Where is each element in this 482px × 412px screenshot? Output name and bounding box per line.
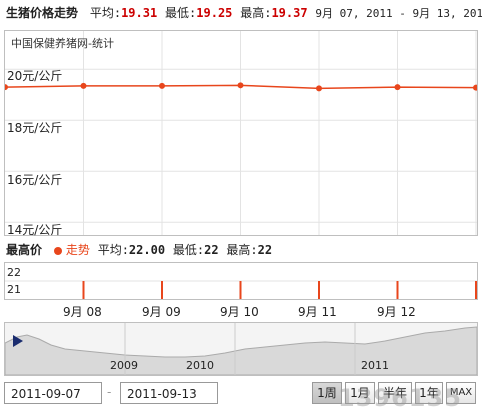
volume-max-value: 22 — [257, 243, 273, 257]
max-price-bar — [239, 281, 242, 299]
x-tick-label: 9月 10 — [220, 305, 259, 319]
max-price-bar — [82, 281, 85, 299]
y-tick-label: 20元/公斤 — [7, 69, 63, 83]
site-watermark: 1396135 — [338, 384, 462, 412]
range-button-1month[interactable]: 1月 — [345, 382, 375, 404]
volume-header: 最高价 走势 平均:22.00 最低:22 最高:22 — [6, 241, 272, 258]
y-tick-label: 18元/公斤 — [7, 121, 63, 135]
price-chart: 中国保健养猪网-统计 20元/公斤 18元/公斤 16元/公斤 14元/公斤 — [4, 30, 478, 237]
y-tick-label: 16元/公斤 — [7, 173, 63, 187]
date-range: 9月 07, 2011 - 9月 13, 2011 — [315, 7, 482, 20]
x-tick-label: 9月 09 — [142, 305, 181, 319]
navigator-year: 2009 — [110, 359, 138, 372]
range-button-1year[interactable]: 1年 — [415, 382, 443, 404]
min-label: 最低: — [165, 6, 197, 20]
price-point[interactable] — [5, 84, 8, 91]
range-button-1week[interactable]: 1周 — [312, 382, 342, 404]
navigator-year: 2010 — [186, 359, 214, 372]
price-point[interactable] — [394, 84, 401, 91]
max-price-bar — [475, 281, 477, 299]
range-button-halfyear[interactable]: 半年 — [378, 382, 412, 404]
x-tick-label: 9月 12 — [377, 305, 416, 319]
max-price-bar — [318, 281, 320, 299]
price-point[interactable] — [80, 82, 87, 89]
chart-title: 生猪价格走势 — [6, 6, 79, 20]
volume-max-label: 最高: — [226, 243, 258, 257]
volume-min-value: 22 — [204, 243, 219, 257]
navigator-svg — [5, 323, 477, 375]
max-label: 最高: — [240, 6, 272, 20]
range-button-max[interactable]: MAX — [446, 382, 476, 404]
volume-title: 最高价 — [6, 243, 43, 257]
navigator-year: 2011 — [361, 359, 389, 372]
max-price-chart-svg — [5, 280, 477, 299]
volume-y-label: 22 — [7, 266, 21, 279]
chart-header: 生猪价格走势 平均:19.31 最低:19.25 最高:19.37 9月 07,… — [6, 4, 482, 26]
x-tick-label: 9月 11 — [298, 305, 337, 319]
max-price-bar — [161, 281, 163, 299]
volume-y-label: 21 — [7, 283, 21, 296]
navigator-handle-icon[interactable] — [13, 335, 23, 347]
max-price-bar — [396, 281, 399, 299]
range-navigator[interactable]: 2009 2010 2011 — [4, 322, 478, 376]
avg-value: 19.31 — [121, 6, 158, 20]
date-separator: - — [107, 385, 112, 399]
end-date-input[interactable]: 2011-09-13 — [120, 382, 218, 404]
volume-avg-label: 平均: — [97, 243, 129, 257]
price-chart-svg — [5, 31, 477, 235]
price-point[interactable] — [237, 82, 244, 89]
price-point[interactable] — [159, 82, 165, 89]
avg-label: 平均: — [89, 6, 122, 20]
legend-dot-icon — [53, 246, 62, 255]
max-price-chart: 22 21 — [4, 262, 478, 300]
chart-source: 中国保健养猪网-统计 — [11, 37, 114, 50]
start-date-input[interactable]: 2011-09-07 — [4, 382, 102, 404]
price-point[interactable] — [473, 84, 477, 91]
y-tick-label: 14元/公斤 — [7, 223, 63, 237]
max-value: 19.37 — [271, 6, 308, 20]
volume-avg-value: 22.00 — [128, 243, 166, 257]
x-tick-label: 9月 08 — [63, 305, 102, 319]
min-value: 19.25 — [196, 6, 233, 20]
volume-min-label: 最低: — [172, 243, 205, 257]
legend-label[interactable]: 走势 — [65, 243, 90, 257]
price-point[interactable] — [316, 85, 322, 92]
